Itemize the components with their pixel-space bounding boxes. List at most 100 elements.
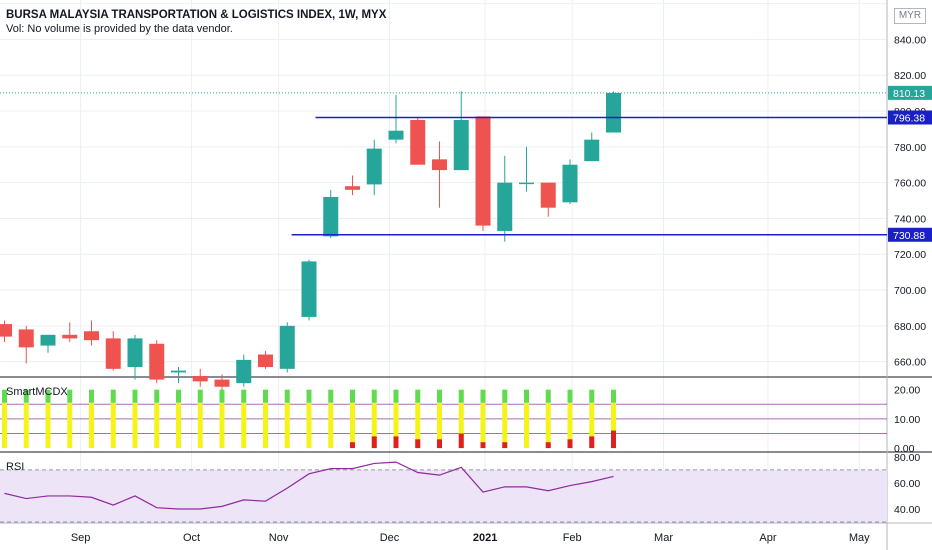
candle-body	[127, 338, 143, 368]
smi-bar-yellow	[437, 402, 442, 449]
smi-bar-green	[23, 389, 29, 403]
smi-bar	[67, 389, 73, 449]
candle	[562, 159, 578, 205]
candle-body	[279, 325, 295, 369]
smi-bar-green	[328, 389, 334, 403]
smi-bar	[524, 389, 529, 449]
smi-bar-yellow	[23, 402, 29, 449]
smi-bar-yellow	[176, 402, 181, 449]
candle	[497, 155, 513, 242]
candle-body	[562, 164, 578, 203]
smi-bar	[306, 389, 312, 449]
smi-bar-green	[263, 389, 268, 403]
time-tick-label: Oct	[183, 532, 200, 544]
time-tick-label: Mar	[654, 532, 673, 544]
smi-bar-green	[132, 389, 138, 403]
smi-bar-red	[545, 442, 551, 449]
level-price-badge: 796.38	[893, 112, 925, 124]
candle-body	[388, 130, 404, 140]
candle-body	[519, 182, 534, 185]
time-tick-label: Apr	[759, 532, 776, 544]
smi-bar-green	[45, 389, 51, 403]
rsi-line	[4, 461, 614, 510]
candle	[301, 259, 317, 321]
smi-bar	[415, 389, 421, 449]
candle	[279, 322, 295, 373]
smi-bar-green	[350, 389, 355, 403]
smi-bar-yellow	[154, 402, 160, 449]
smi-bar	[589, 389, 595, 449]
candle	[475, 116, 491, 231]
smi-tick-label: 10.00	[894, 414, 920, 426]
smi-bar	[241, 389, 247, 449]
candle-body	[453, 119, 469, 171]
smi-bar	[545, 389, 551, 449]
smi-bar-red	[480, 442, 486, 449]
candle-body	[584, 139, 600, 162]
candle	[606, 91, 621, 133]
smi-bar-green	[2, 389, 7, 403]
smi-bar-red	[502, 442, 508, 449]
volume-note: Vol: No volume is provided by the data v…	[6, 23, 233, 35]
rsi-pane-label[interactable]: RSI	[6, 461, 25, 473]
rsi-band	[0, 469, 887, 522]
smi-bar-yellow	[350, 402, 355, 449]
smi-bar	[263, 389, 268, 449]
smi-bar-yellow	[502, 402, 508, 449]
smi-bar-green	[284, 389, 290, 403]
smi-bar-yellow	[567, 402, 573, 449]
smi-bar-yellow	[219, 402, 225, 449]
price-tick-label: 700.00	[894, 285, 926, 297]
candle	[432, 141, 447, 208]
rsi-tick-label: 60.00	[894, 478, 920, 490]
rsi-tick-label: 40.00	[894, 504, 920, 516]
time-tick-label: Sep	[71, 532, 91, 544]
smi-bar	[2, 389, 7, 449]
candle	[584, 132, 600, 162]
candle-body	[366, 148, 382, 185]
smi-bar-yellow	[263, 402, 268, 449]
candle-body	[606, 92, 621, 133]
candle	[84, 320, 99, 346]
smi-bar	[110, 389, 116, 449]
candle-body	[62, 334, 78, 339]
smi-bar-green	[480, 389, 486, 403]
level-price-badge-bg	[888, 110, 932, 125]
smi-bar-green	[458, 389, 464, 403]
smi-bar-green	[415, 389, 421, 403]
candle-body	[236, 359, 252, 384]
smi-bar-yellow	[328, 402, 334, 449]
smi-bar-green	[524, 389, 529, 403]
price-tick-label: 660.00	[894, 357, 926, 369]
candle	[258, 350, 273, 369]
smi-bar	[328, 389, 334, 449]
smi-bar-yellow	[67, 402, 73, 449]
smi-bar-green	[67, 389, 73, 403]
price-tick-label: 680.00	[894, 321, 926, 333]
smi-pane-label[interactable]: SmartMCDX	[6, 386, 68, 398]
smi-bar-green	[393, 389, 399, 403]
candle-body	[192, 376, 208, 382]
smi-bar	[45, 389, 51, 449]
smi-bar-red	[437, 439, 442, 449]
candle	[540, 182, 556, 217]
smi-bar	[176, 389, 181, 449]
smi-bar	[480, 389, 486, 449]
smi-bar	[23, 389, 29, 449]
candle-body	[345, 186, 360, 190]
smi-bar-yellow	[306, 402, 312, 449]
smi-bar-red	[589, 436, 595, 449]
smi-bar-green	[154, 389, 160, 403]
currency-badge[interactable]: MYR	[894, 8, 926, 24]
candle-body	[432, 159, 447, 171]
smi-bar-yellow	[89, 402, 94, 449]
smi-bar-yellow	[132, 402, 138, 449]
smi-bar-green	[371, 389, 377, 403]
time-tick-label: Feb	[563, 532, 582, 544]
smi-bar-yellow	[197, 402, 203, 449]
smi-bar-yellow	[415, 402, 421, 449]
smi-bar-green	[502, 389, 508, 403]
candle	[323, 189, 339, 239]
candle	[18, 325, 34, 364]
